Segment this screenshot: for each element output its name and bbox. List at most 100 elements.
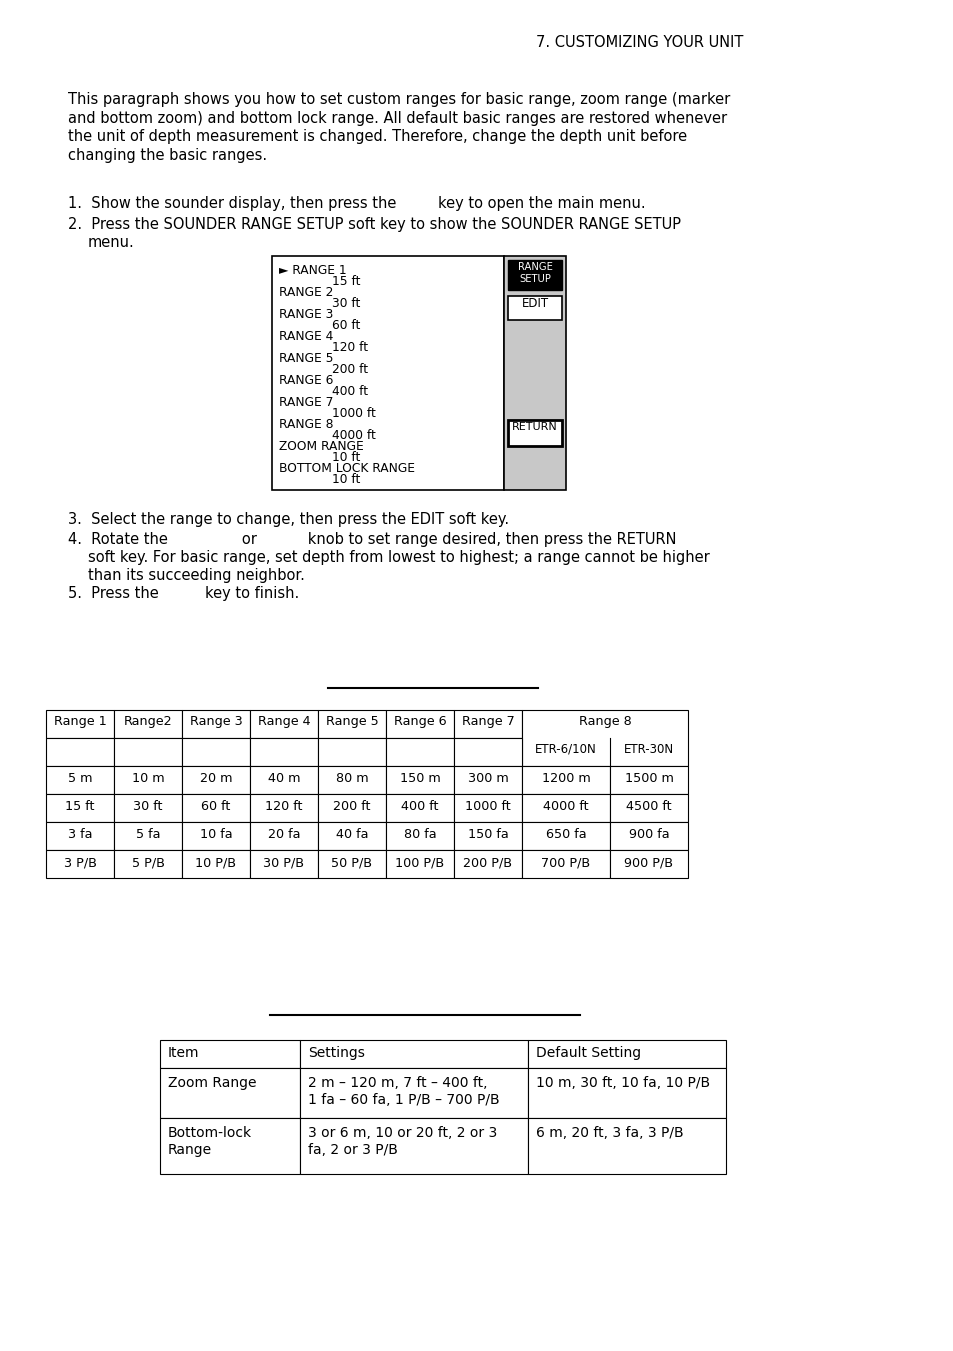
Bar <box>503 255 565 490</box>
Bar <box>182 711 250 738</box>
Text: 6 m, 20 ft, 3 fa, 3 P/B: 6 m, 20 ft, 3 fa, 3 P/B <box>536 1125 683 1140</box>
Text: 80 fa: 80 fa <box>403 828 436 842</box>
Bar <box>521 821 609 850</box>
Text: 30 ft: 30 ft <box>133 800 163 813</box>
Bar <box>317 821 386 850</box>
Bar <box>46 711 113 738</box>
Text: 80 m: 80 m <box>335 771 368 785</box>
Text: 3.  Select the range to change, then press the EDIT soft key.: 3. Select the range to change, then pres… <box>68 512 509 527</box>
Bar <box>609 850 687 878</box>
Bar <box>386 821 454 850</box>
Text: 200 ft: 200 ft <box>332 363 368 376</box>
Bar <box>507 259 561 290</box>
Bar <box>113 794 182 821</box>
Bar <box>182 821 250 850</box>
Bar <box>160 1040 299 1069</box>
Text: 30 P/B: 30 P/B <box>263 857 304 869</box>
Text: 10 m: 10 m <box>132 771 164 785</box>
Bar <box>113 711 182 738</box>
Text: than its succeeding neighbor.: than its succeeding neighbor. <box>88 567 305 584</box>
Bar <box>272 255 503 490</box>
Text: Default Setting: Default Setting <box>536 1046 640 1061</box>
Bar <box>527 1040 725 1069</box>
Bar <box>454 711 521 738</box>
Bar <box>527 1119 725 1174</box>
Text: EDIT: EDIT <box>521 297 548 309</box>
Text: RANGE 3: RANGE 3 <box>278 308 333 322</box>
Text: 10 fa: 10 fa <box>199 828 233 842</box>
Text: 1500 m: 1500 m <box>624 771 673 785</box>
Text: 4500 ft: 4500 ft <box>625 800 671 813</box>
Bar <box>250 794 317 821</box>
Text: 150 m: 150 m <box>399 771 440 785</box>
Text: 100 P/B: 100 P/B <box>395 857 444 869</box>
Bar <box>160 1069 299 1119</box>
Text: 3 fa: 3 fa <box>68 828 92 842</box>
Bar <box>521 711 687 766</box>
Text: 200 ft: 200 ft <box>333 800 371 813</box>
Text: Settings: Settings <box>308 1046 364 1061</box>
Bar <box>609 821 687 850</box>
Text: 10 m, 30 ft, 10 fa, 10 P/B: 10 m, 30 ft, 10 fa, 10 P/B <box>536 1075 709 1090</box>
Bar <box>454 821 521 850</box>
Bar <box>317 711 386 738</box>
Text: 5 fa: 5 fa <box>135 828 160 842</box>
Bar <box>182 738 250 766</box>
Bar <box>386 766 454 794</box>
Text: 120 ft: 120 ft <box>265 800 302 813</box>
Text: 15 ft: 15 ft <box>332 276 360 288</box>
Bar <box>46 850 113 878</box>
Bar <box>250 738 317 766</box>
Text: BOTTOM LOCK RANGE: BOTTOM LOCK RANGE <box>278 462 415 476</box>
Bar <box>454 794 521 821</box>
Text: RETURN: RETURN <box>512 422 558 432</box>
Bar <box>317 766 386 794</box>
Bar <box>182 794 250 821</box>
Text: soft key. For basic range, set depth from lowest to highest; a range cannot be h: soft key. For basic range, set depth fro… <box>88 550 709 565</box>
Text: 5.  Press the          key to finish.: 5. Press the key to finish. <box>68 586 299 601</box>
Bar <box>521 850 609 878</box>
Bar <box>386 711 454 738</box>
Text: 400 ft: 400 ft <box>332 385 368 399</box>
Text: Range 7: Range 7 <box>461 715 514 728</box>
Bar <box>113 850 182 878</box>
Bar <box>521 794 609 821</box>
Text: This paragraph shows you how to set custom ranges for basic range, zoom range (m: This paragraph shows you how to set cust… <box>68 92 729 163</box>
Bar <box>182 766 250 794</box>
Text: Item: Item <box>168 1046 199 1061</box>
Bar <box>113 766 182 794</box>
Bar <box>386 794 454 821</box>
Text: 40 m: 40 m <box>268 771 300 785</box>
Bar <box>299 1119 527 1174</box>
Text: Range2: Range2 <box>124 715 172 728</box>
Text: 5 P/B: 5 P/B <box>132 857 164 869</box>
Text: 2.  Press the SOUNDER RANGE SETUP soft key to show the SOUNDER RANGE SETUP: 2. Press the SOUNDER RANGE SETUP soft ke… <box>68 218 680 232</box>
Bar <box>507 420 561 446</box>
Text: Range 5: Range 5 <box>325 715 378 728</box>
Text: 20 fa: 20 fa <box>268 828 300 842</box>
Bar <box>454 738 521 766</box>
Text: Range 8: Range 8 <box>578 715 631 728</box>
Bar <box>250 711 317 738</box>
Bar <box>507 296 561 320</box>
Bar <box>250 766 317 794</box>
Text: 1200 m: 1200 m <box>541 771 590 785</box>
Text: 3 P/B: 3 P/B <box>64 857 96 869</box>
Bar <box>299 1040 527 1069</box>
Bar <box>46 821 113 850</box>
Bar <box>386 850 454 878</box>
Text: Range 4: Range 4 <box>257 715 310 728</box>
Text: ETR-30N: ETR-30N <box>623 743 674 757</box>
Bar <box>113 821 182 850</box>
Text: 150 fa: 150 fa <box>467 828 508 842</box>
Text: 4.  Rotate the                or           knob to set range desired, then press: 4. Rotate the or knob to set range desir… <box>68 532 676 547</box>
Bar <box>113 738 182 766</box>
Bar <box>160 1119 299 1174</box>
Text: Range 3: Range 3 <box>190 715 242 728</box>
Text: RANGE 4: RANGE 4 <box>278 330 333 343</box>
Bar <box>609 766 687 794</box>
Bar <box>250 821 317 850</box>
Text: 10 ft: 10 ft <box>332 451 360 463</box>
Text: 15 ft: 15 ft <box>65 800 94 813</box>
Bar <box>182 850 250 878</box>
